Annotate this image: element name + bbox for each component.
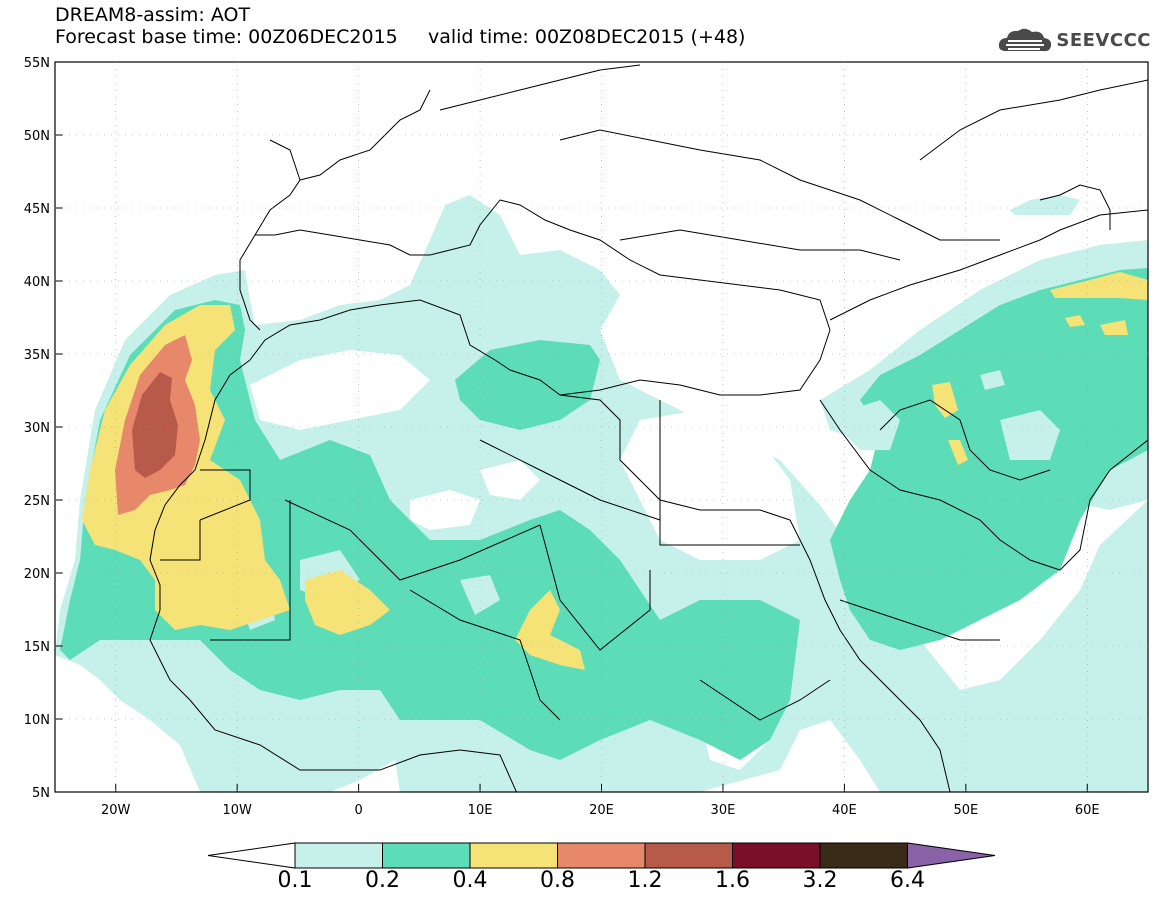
cloud-icon — [999, 28, 1052, 52]
map-title: DREAM8-assim: AOT — [55, 4, 251, 26]
colorbar-segment — [382, 842, 471, 869]
colorbar — [207, 842, 996, 869]
lon-label: 20W — [101, 803, 131, 818]
aot-band-0.2 — [60, 268, 1148, 760]
lat-label: 5N — [32, 786, 50, 801]
colorbar-over-arrow — [907, 842, 996, 869]
coastlines-borders — [149, 64, 1148, 792]
colorbar-threshold-label: 1.6 — [715, 868, 750, 893]
lon-label: 60E — [1075, 803, 1100, 818]
lat-label: 55N — [24, 56, 50, 71]
colorbar-threshold-label: 1.2 — [627, 868, 663, 893]
colorbar-segment — [644, 842, 733, 869]
latitude-labels: 55N 50N 45N 40N 35N 30N 25N 20N 15N 10N 5N — [24, 56, 63, 801]
lon-label: 50E — [953, 803, 978, 818]
lat-label: 50N — [24, 129, 50, 144]
brand-name: SEEVCCC — [1056, 29, 1151, 51]
lon-label: 10E — [468, 803, 493, 818]
lat-label: 40N — [24, 275, 50, 290]
colorbar-segment — [557, 842, 646, 869]
lon-label: 40E — [832, 803, 857, 818]
lat-label: 30N — [24, 421, 50, 436]
forecast-times: Forecast base time: 00Z06DEC2015 valid t… — [55, 26, 746, 48]
lon-label: 30E — [711, 803, 736, 818]
colorbar-threshold-label: 0.2 — [365, 868, 400, 893]
lat-label: 35N — [24, 348, 50, 363]
colorbar-threshold-label: 3.2 — [802, 868, 838, 893]
colorbar-threshold-label: 0.1 — [277, 868, 313, 893]
colorbar-threshold-label: 0.8 — [540, 868, 575, 893]
lon-label: 20E — [589, 803, 614, 818]
colorbar-threshold-label: 6.4 — [890, 868, 925, 893]
colorbar-segment — [294, 842, 383, 869]
colorbar-segment — [469, 842, 558, 869]
aot-field — [55, 195, 1148, 792]
longitude-labels: 20W 10W 0 10E 20E 30E 40E 50E 60E — [101, 784, 1100, 818]
aot-band-1.2 — [132, 372, 178, 478]
lat-label: 15N — [24, 640, 50, 655]
colorbar-threshold-label: 0.4 — [452, 868, 488, 893]
seevccc-logo: SEEVCCC — [998, 26, 1151, 54]
lon-label: 0 — [354, 803, 362, 818]
lon-label: 10W — [222, 803, 252, 818]
graticule — [55, 62, 1148, 792]
lat-label: 20N — [24, 567, 50, 582]
lat-label: 25N — [24, 494, 50, 509]
colorbar-segment — [819, 842, 908, 869]
colorbar-segment — [732, 842, 821, 869]
colorbar-under-arrow — [207, 842, 296, 869]
lat-label: 10N — [24, 713, 50, 728]
lat-label: 45N — [24, 202, 50, 217]
